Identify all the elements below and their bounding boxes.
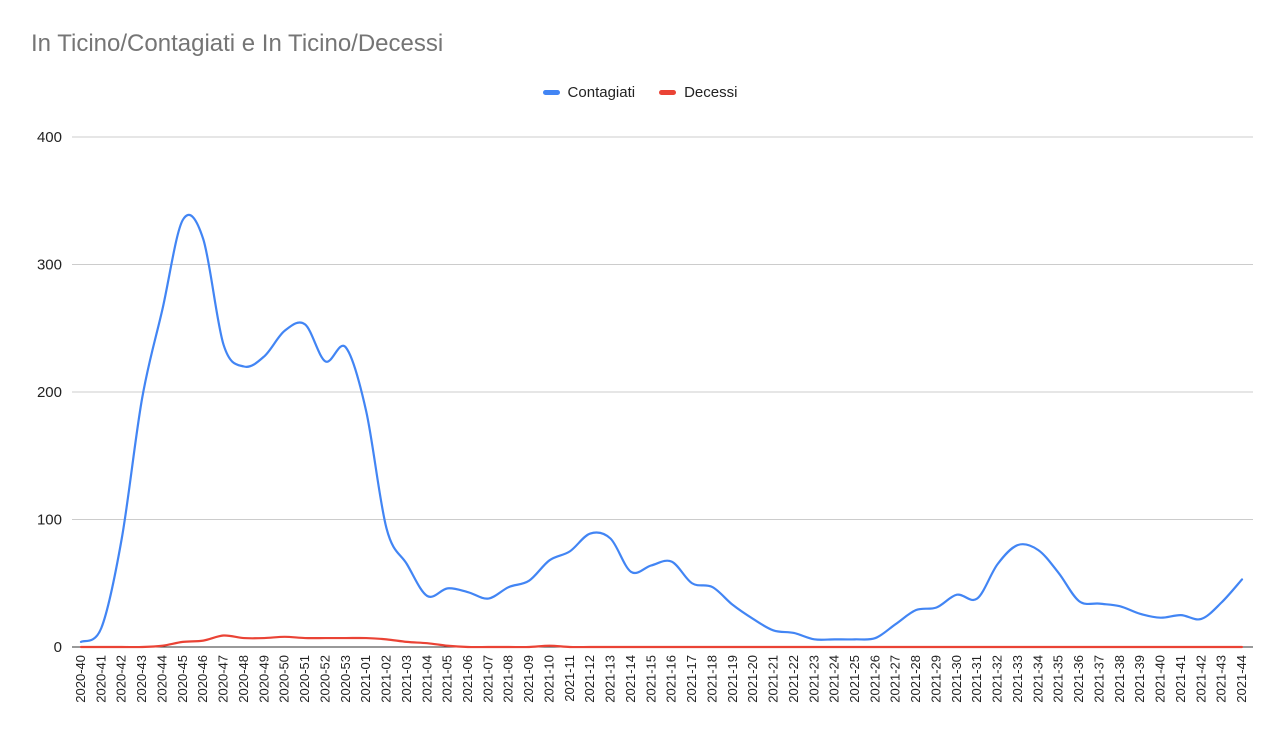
x-tick-label: 2021-38	[1112, 655, 1127, 703]
legend-swatch-contagiati	[542, 90, 560, 95]
x-tick-label: 2021-10	[541, 655, 556, 703]
x-tick-label: 2021-39	[1132, 655, 1147, 703]
x-tick-label: 2021-27	[888, 655, 903, 703]
x-tick-label: 2021-08	[501, 655, 516, 703]
x-tick-label: 2021-31	[969, 655, 984, 703]
x-tick-label: 2021-03	[399, 655, 414, 703]
x-tick-label: 2020-42	[114, 655, 129, 703]
x-tick-label: 2021-28	[908, 655, 923, 703]
legend-label-decessi: Decessi	[684, 84, 738, 101]
x-tick-label: 2021-21	[766, 655, 781, 703]
x-tick-label: 2021-30	[949, 655, 964, 703]
x-tick-label: 2021-18	[704, 655, 719, 703]
x-tick-label: 2021-33	[1010, 655, 1025, 703]
x-tick-label: 2020-45	[175, 655, 190, 703]
x-tick-label: 2020-47	[216, 655, 231, 703]
x-tick-label: 2020-41	[93, 655, 108, 703]
legend-label-contagiati: Contagiati	[567, 84, 636, 101]
x-tick-label: 2020-53	[338, 655, 353, 703]
x-tick-label: 2021-17	[684, 655, 699, 703]
x-tick-label: 2021-42	[1193, 655, 1208, 703]
x-tick-label: 2020-52	[317, 655, 332, 703]
x-tick-label: 2021-29	[928, 655, 943, 703]
x-tick-label: 2021-15	[643, 655, 658, 703]
series-line-decessi	[79, 634, 1244, 649]
x-tick-label: 2020-46	[195, 655, 210, 703]
x-tick-label: 2021-44	[1234, 655, 1249, 703]
legend-swatch-decessi	[659, 90, 677, 95]
x-tick-label: 2021-37	[1091, 655, 1106, 703]
x-tick-label: 2021-36	[1071, 655, 1086, 703]
x-tick-label: 2021-40	[1153, 655, 1168, 703]
x-tick-label: 2021-22	[786, 655, 801, 703]
x-tick-label: 2021-43	[1214, 655, 1229, 703]
y-tick-label: 100	[37, 512, 62, 529]
x-tick-label: 2020-51	[297, 655, 312, 703]
x-tick-label: 2021-41	[1173, 655, 1188, 703]
y-tick-label: 300	[37, 257, 62, 274]
legend-item-contagiati[interactable]: Contagiati	[542, 84, 636, 101]
legend: Contagiati Decessi	[0, 84, 1280, 101]
x-tick-label: 2021-11	[562, 655, 577, 702]
y-tick-label: 400	[37, 129, 62, 146]
x-tick-label: 2020-49	[256, 655, 271, 703]
x-tick-label: 2020-40	[73, 655, 88, 703]
x-tick-label: 2021-16	[664, 655, 679, 703]
x-tick-label: 2021-06	[460, 655, 475, 703]
x-tick-label: 2021-09	[521, 655, 536, 703]
x-tick-label: 2021-24	[827, 655, 842, 703]
x-tick-label: 2020-48	[236, 655, 251, 703]
y-tick-label: 200	[37, 384, 62, 401]
x-tick-label: 2021-26	[867, 655, 882, 703]
x-tick-label: 2020-43	[134, 655, 149, 703]
x-tick-label: 2021-20	[745, 655, 760, 703]
chart-title: In Ticino/Contagiati e In Ticino/Decessi	[31, 30, 444, 57]
x-tick-label: 2021-01	[358, 655, 373, 703]
x-tick-label: 2021-23	[806, 655, 821, 703]
x-tick-label: 2021-19	[725, 655, 740, 703]
x-tick-label: 2021-07	[480, 655, 495, 703]
x-tick-label: 2021-13	[603, 655, 618, 703]
x-tick-label: 2021-02	[379, 655, 394, 703]
x-tick-label: 2021-14	[623, 655, 638, 703]
x-tick-label: 2021-12	[582, 655, 597, 703]
x-tick-label: 2020-50	[277, 655, 292, 703]
y-tick-label: 0	[54, 639, 62, 656]
x-tick-label: 2021-34	[1030, 655, 1045, 703]
x-tick-label: 2020-44	[154, 655, 169, 703]
x-tick-label: 2021-25	[847, 655, 862, 703]
x-tick-label: 2021-04	[419, 655, 434, 703]
x-tick-label: 2021-05	[440, 655, 455, 703]
x-tick-label: 2021-35	[1051, 655, 1066, 703]
x-tick-label: 2021-32	[990, 655, 1005, 703]
series-line-contagiati	[79, 213, 1244, 643]
legend-item-decessi[interactable]: Decessi	[659, 84, 737, 101]
